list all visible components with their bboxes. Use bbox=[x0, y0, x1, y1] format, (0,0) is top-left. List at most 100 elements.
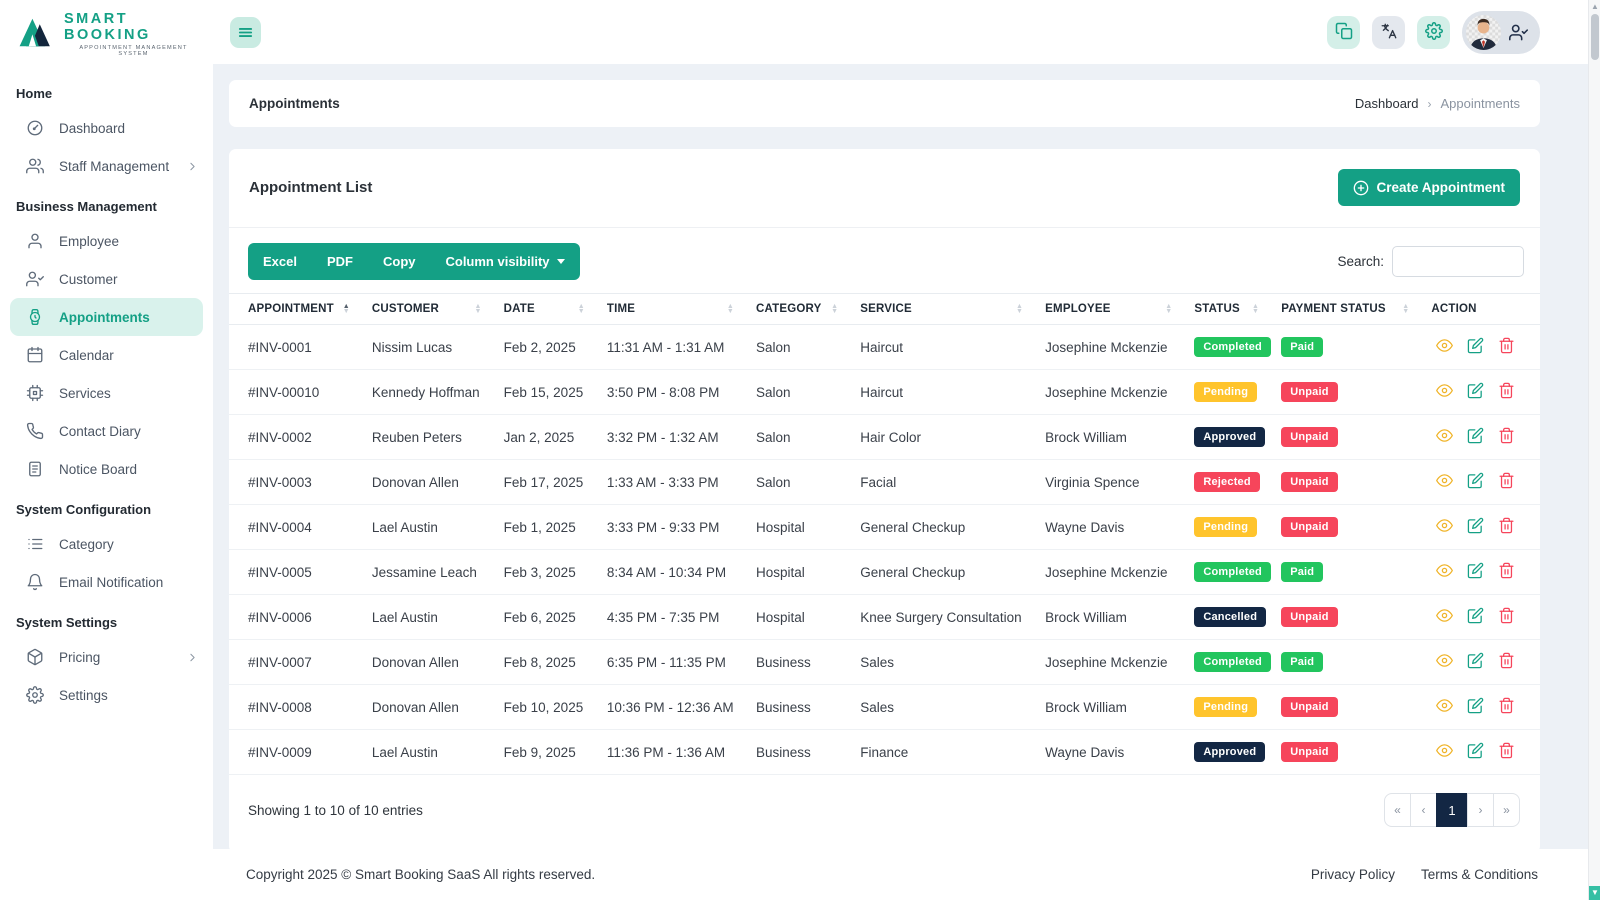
cell-employee: Josephine Mckenzie bbox=[1035, 639, 1185, 685]
view-button[interactable] bbox=[1431, 380, 1458, 404]
edit-button[interactable] bbox=[1462, 470, 1489, 494]
edit-button[interactable] bbox=[1462, 605, 1489, 629]
column-header-status[interactable]: STATUS ▲ ▼ bbox=[1184, 293, 1272, 325]
view-button[interactable] bbox=[1431, 560, 1458, 584]
trash-icon bbox=[1498, 607, 1515, 627]
sidebar-item-customer[interactable]: Customer bbox=[0, 260, 213, 298]
edit-button[interactable] bbox=[1462, 650, 1489, 674]
edit-button[interactable] bbox=[1462, 515, 1489, 539]
eye-icon bbox=[1436, 384, 1454, 402]
app-logo[interactable]: SMART BOOKING APPOINTMENT MANAGEMENT SYS… bbox=[0, 0, 213, 64]
view-button[interactable] bbox=[1431, 470, 1458, 494]
status-badge: Completed bbox=[1194, 337, 1271, 357]
column-header-action[interactable]: ACTION bbox=[1421, 293, 1540, 325]
sort-arrows-icon[interactable]: ▲ ▼ bbox=[1252, 303, 1260, 315]
view-button[interactable] bbox=[1431, 335, 1458, 359]
sidebar-item-settings[interactable]: Settings bbox=[0, 676, 213, 714]
edit-button[interactable] bbox=[1462, 425, 1489, 449]
pagination-page-1[interactable]: 1 bbox=[1436, 793, 1468, 827]
cell-employee: Brock William bbox=[1035, 414, 1185, 460]
delete-button[interactable] bbox=[1493, 515, 1520, 539]
cell-date: Feb 6, 2025 bbox=[493, 594, 597, 640]
column-header-customer[interactable]: CUSTOMER ▲ ▼ bbox=[361, 293, 494, 325]
delete-button[interactable] bbox=[1493, 650, 1520, 674]
settings-quick-button[interactable] bbox=[1417, 15, 1450, 49]
delete-button[interactable] bbox=[1493, 605, 1520, 629]
export-pdf-button[interactable]: PDF bbox=[312, 243, 368, 280]
sort-arrows-icon[interactable]: ▲ ▼ bbox=[577, 303, 585, 315]
cell-date: Jan 2, 2025 bbox=[493, 414, 597, 460]
copy-pages-button[interactable] bbox=[1327, 15, 1360, 49]
table-row: #INV-0004 Lael Austin Feb 1, 2025 3:33 P… bbox=[229, 504, 1540, 550]
view-button[interactable] bbox=[1431, 650, 1458, 674]
menu-toggle-button[interactable] bbox=[230, 16, 261, 48]
sort-arrows-icon[interactable]: ▲ ▼ bbox=[342, 303, 350, 315]
translate-button[interactable] bbox=[1372, 15, 1405, 49]
breadcrumb-dashboard[interactable]: Dashboard bbox=[1354, 96, 1419, 111]
terms-conditions-link[interactable]: Terms & Conditions bbox=[1420, 867, 1538, 882]
sidebar-item-services[interactable]: Services bbox=[0, 374, 213, 412]
sidebar-item-appointments[interactable]: Appointments bbox=[10, 298, 203, 336]
delete-button[interactable] bbox=[1493, 695, 1520, 719]
sidebar-item-dashboard[interactable]: Dashboard bbox=[0, 109, 213, 147]
eye-icon bbox=[1436, 699, 1454, 717]
delete-button[interactable] bbox=[1493, 380, 1520, 404]
column-header-payment-status[interactable]: PAYMENT STATUS ▲ ▼ bbox=[1271, 293, 1422, 325]
delete-button[interactable] bbox=[1493, 560, 1520, 584]
payment-status-badge: Unpaid bbox=[1281, 382, 1338, 402]
scroll-up-arrow-icon[interactable]: ▲ bbox=[1591, 2, 1599, 11]
sort-arrows-icon[interactable]: ▲ ▼ bbox=[474, 303, 482, 315]
sort-arrows-icon[interactable]: ▲ ▼ bbox=[831, 303, 839, 315]
column-visibility-dropdown[interactable]: Column visibility bbox=[430, 243, 579, 280]
pagination-nav-187[interactable]: » bbox=[1493, 793, 1520, 827]
search-input[interactable] bbox=[1392, 246, 1524, 277]
edit-button[interactable] bbox=[1462, 560, 1489, 584]
sidebar-item-calendar[interactable]: Calendar bbox=[0, 336, 213, 374]
sort-arrows-icon[interactable]: ▲ ▼ bbox=[726, 303, 735, 315]
sidebar-item-contact-diary[interactable]: Contact Diary bbox=[0, 412, 213, 450]
column-header-appointment[interactable]: APPOINTMENT ▲ ▼ bbox=[229, 293, 362, 325]
create-appointment-button[interactable]: Create Appointment bbox=[1338, 169, 1520, 206]
delete-button[interactable] bbox=[1493, 425, 1520, 449]
sidebar-item-email-notification[interactable]: Email Notification bbox=[0, 563, 213, 601]
export-copy-button[interactable]: Copy bbox=[368, 243, 431, 280]
delete-button[interactable] bbox=[1493, 335, 1520, 359]
view-button[interactable] bbox=[1431, 605, 1458, 629]
view-button[interactable] bbox=[1431, 740, 1458, 764]
edit-icon bbox=[1467, 652, 1484, 672]
scroll-down-arrow-icon[interactable]: ▼ bbox=[1589, 886, 1600, 900]
sort-arrows-icon[interactable]: ▲ ▼ bbox=[1016, 303, 1024, 315]
column-header-date[interactable]: DATE ▲ ▼ bbox=[493, 293, 597, 325]
column-header-employee[interactable]: EMPLOYEE ▲ ▼ bbox=[1035, 293, 1185, 325]
privacy-policy-link[interactable]: Privacy Policy bbox=[1310, 867, 1395, 882]
pagination-nav-171[interactable]: « bbox=[1384, 793, 1411, 827]
column-header-category[interactable]: CATEGORY ▲ ▼ bbox=[746, 293, 851, 325]
pagination-nav-8249[interactable]: ‹ bbox=[1410, 793, 1437, 827]
pagination-nav-8250[interactable]: › bbox=[1467, 793, 1494, 827]
sidebar-item-employee[interactable]: Employee bbox=[0, 222, 213, 260]
view-button[interactable] bbox=[1431, 695, 1458, 719]
sort-arrows-icon[interactable]: ▲ ▼ bbox=[1402, 303, 1410, 315]
view-button[interactable] bbox=[1431, 515, 1458, 539]
sort-arrows-icon[interactable]: ▲ ▼ bbox=[1165, 303, 1173, 315]
page-scrollbar[interactable]: ▲ ▼ bbox=[1588, 0, 1600, 900]
profile-menu[interactable] bbox=[1462, 10, 1540, 54]
sidebar-item-staff-management[interactable]: Staff Management bbox=[0, 147, 213, 185]
scrollbar-thumb[interactable] bbox=[1591, 14, 1599, 60]
payment-status-badge: Paid bbox=[1281, 652, 1324, 672]
sidebar-item-pricing[interactable]: Pricing bbox=[0, 638, 213, 676]
sidebar-item-notice-board[interactable]: Notice Board bbox=[0, 450, 213, 488]
export-excel-button[interactable]: Excel bbox=[248, 243, 312, 280]
delete-button[interactable] bbox=[1493, 470, 1520, 494]
edit-button[interactable] bbox=[1462, 335, 1489, 359]
cell-date: Feb 2, 2025 bbox=[493, 324, 597, 370]
edit-button[interactable] bbox=[1462, 380, 1489, 404]
sidebar-item-category[interactable]: Category bbox=[0, 525, 213, 563]
column-header-service[interactable]: SERVICE ▲ ▼ bbox=[850, 293, 1036, 325]
cell-appointment: #INV-0003 bbox=[229, 459, 362, 505]
column-header-time[interactable]: TIME ▲ ▼ bbox=[596, 293, 747, 325]
view-button[interactable] bbox=[1431, 425, 1458, 449]
edit-button[interactable] bbox=[1462, 740, 1489, 764]
edit-button[interactable] bbox=[1462, 695, 1489, 719]
delete-button[interactable] bbox=[1493, 740, 1520, 764]
